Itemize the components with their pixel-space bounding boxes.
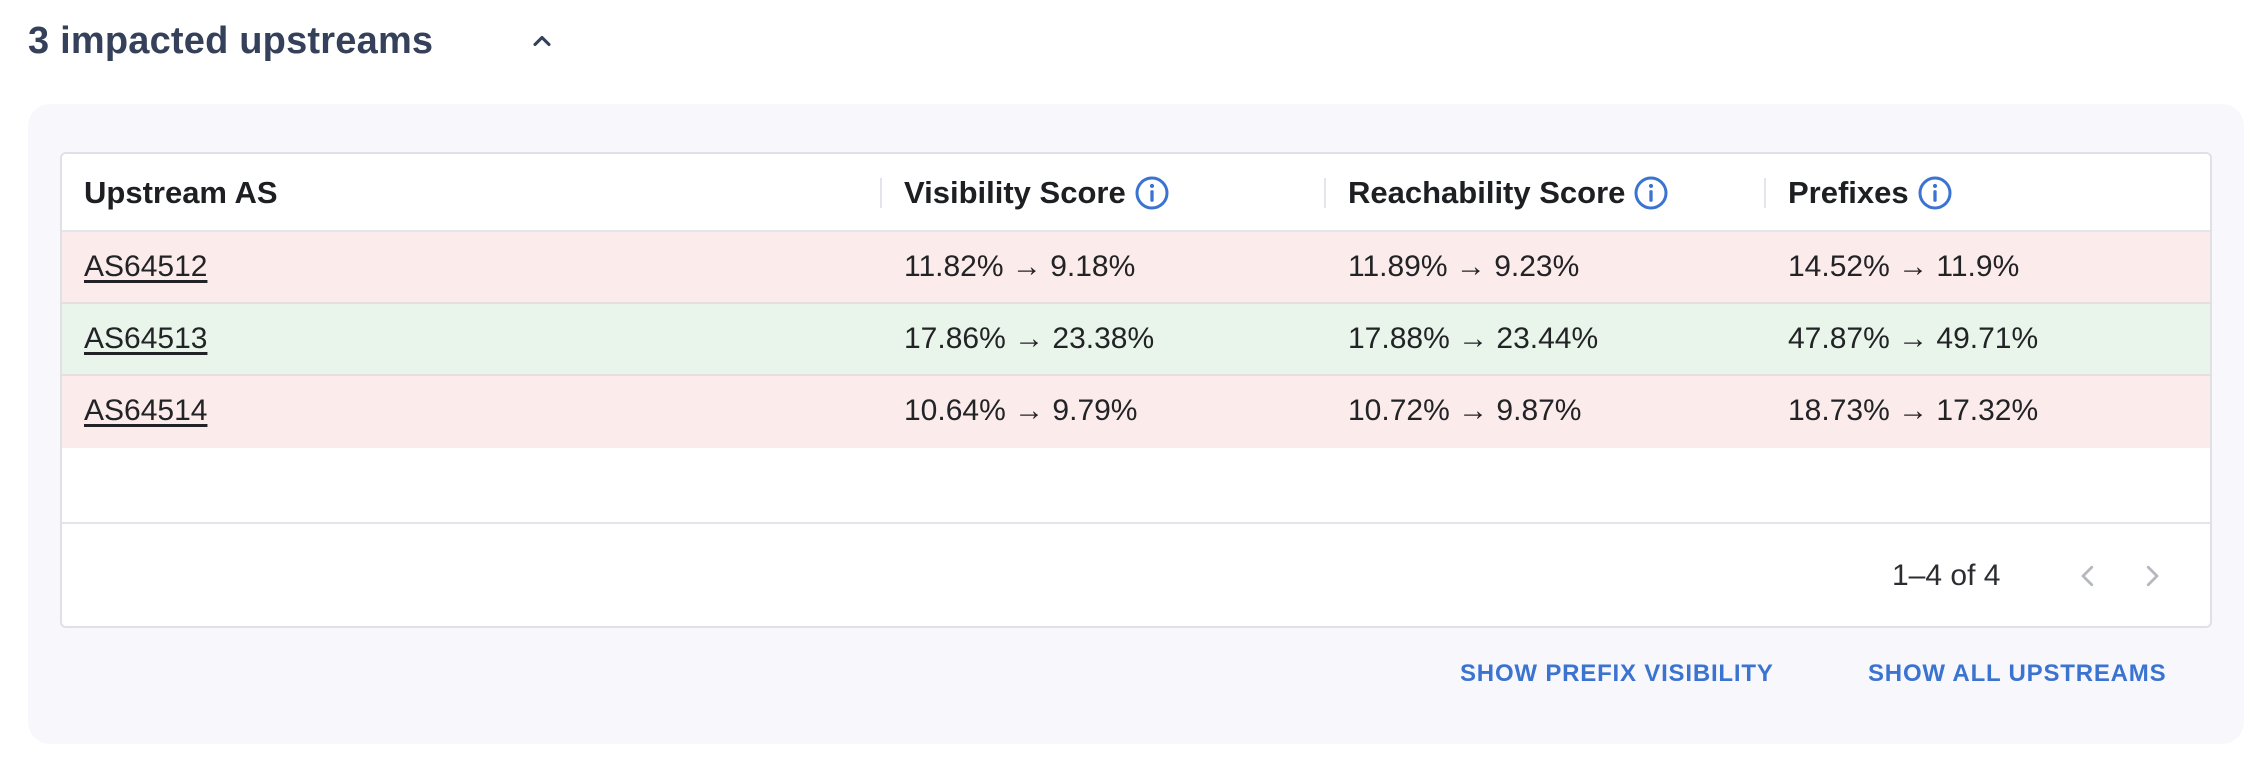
reachability-score-cell: 17.88% → 23.44% xyxy=(1348,322,1599,355)
upstreams-table: Upstream AS Visibility Score Re xyxy=(60,152,2212,628)
upstream-as-cell: AS64514 xyxy=(84,376,207,446)
upstream-as-cell: AS64513 xyxy=(84,304,207,374)
upstream-as-link[interactable]: AS64513 xyxy=(84,322,208,355)
table-row: AS64514 10.64% → 9.79% 10.72% → 9.87% 18… xyxy=(62,376,2210,448)
column-header-label: Reachability Score xyxy=(1348,175,1626,210)
visibility-score-cell: 17.86% → 23.38% xyxy=(904,322,1155,355)
column-header-label: Upstream AS xyxy=(84,175,278,210)
info-icon[interactable] xyxy=(1917,175,1953,211)
column-header-label: Visibility Score xyxy=(904,175,1126,210)
table-row: AS64513 17.86% → 23.38% 17.88% → 23.44% … xyxy=(62,304,2210,376)
prefixes-cell: 14.52% → 11.9% xyxy=(1788,250,2020,283)
reachability-score-cell: 11.89% → 9.23% xyxy=(1348,250,1580,283)
column-header-reachability-score[interactable]: Reachability Score xyxy=(1348,154,1669,232)
visibility-score-cell: 10.64% → 9.79% xyxy=(904,394,1138,427)
table-row: AS64512 11.82% → 9.18% 11.89% → 9.23% 14… xyxy=(62,232,2210,304)
show-all-upstreams-button[interactable]: SHOW ALL UPSTREAMS xyxy=(1868,660,2167,687)
info-icon[interactable] xyxy=(1633,175,1669,211)
chevron-left-icon xyxy=(2081,565,2094,587)
upstream-as-cell: AS64512 xyxy=(84,232,207,302)
visibility-score-cell: 11.82% → 9.18% xyxy=(904,250,1136,283)
column-header-prefixes[interactable]: Prefixes xyxy=(1788,154,1953,232)
table-header: Upstream AS Visibility Score Re xyxy=(62,154,2210,232)
show-prefix-visibility-button[interactable]: SHOW PREFIX VISIBILITY xyxy=(1460,660,1774,687)
table-footer-divider xyxy=(62,522,2210,524)
section-header: 3 impacted upstreams xyxy=(28,14,433,68)
chevron-up-icon xyxy=(533,35,551,47)
prefixes-cell: 18.73% → 17.32% xyxy=(1788,394,2039,427)
collapse-button[interactable] xyxy=(510,14,574,68)
chevron-right-icon xyxy=(2146,565,2159,587)
prefixes-cell: 47.87% → 49.71% xyxy=(1788,322,2039,355)
column-header-upstream-as[interactable]: Upstream AS xyxy=(84,154,278,232)
column-header-visibility-score[interactable]: Visibility Score xyxy=(904,154,1170,232)
column-header-label: Prefixes xyxy=(1788,175,1909,210)
section-title: 3 impacted upstreams xyxy=(28,19,434,62)
upstream-as-link[interactable]: AS64512 xyxy=(84,250,208,283)
next-page-button[interactable] xyxy=(2128,552,2176,600)
column-separator[interactable] xyxy=(1324,178,1326,208)
upstreams-panel: Upstream AS Visibility Score Re xyxy=(28,104,2244,744)
previous-page-button[interactable] xyxy=(2064,552,2112,600)
info-icon[interactable] xyxy=(1134,175,1170,211)
upstream-as-link[interactable]: AS64514 xyxy=(84,394,208,427)
reachability-score-cell: 10.72% → 9.87% xyxy=(1348,394,1582,427)
pagination: 1–4 of 4 xyxy=(62,524,2210,626)
column-separator[interactable] xyxy=(1764,178,1766,208)
pagination-info: 1–4 of 4 xyxy=(1892,559,2001,592)
column-separator[interactable] xyxy=(880,178,882,208)
